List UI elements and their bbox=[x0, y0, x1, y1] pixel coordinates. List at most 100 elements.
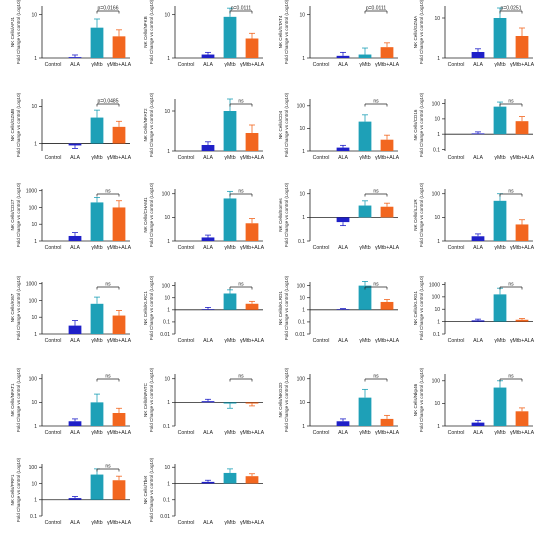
chart-panel: NK Cells/NFKBFold Change vs control (Log… bbox=[143, 0, 265, 68]
y-tick-label: 1 bbox=[34, 141, 37, 147]
y-axis-label: NK Cells/NKG2DFold Change vs control (Lo… bbox=[278, 367, 289, 432]
x-tick-label: Control bbox=[313, 245, 330, 251]
x-tick-label: γMtb bbox=[91, 245, 102, 251]
y-tick-label: 1 bbox=[167, 400, 170, 406]
y-tick-label: 10 bbox=[164, 109, 170, 115]
y-tick-label: 10 bbox=[164, 465, 170, 471]
y-tick-label: 1 bbox=[34, 56, 37, 62]
bar bbox=[336, 147, 350, 151]
bar bbox=[68, 325, 82, 334]
x-tick-label: γMtb+ALA bbox=[107, 338, 132, 344]
x-tick-label: ALA bbox=[473, 245, 483, 251]
bar bbox=[471, 236, 485, 241]
x-tick-label: γMtb+ALA bbox=[510, 430, 535, 436]
comparison-label: ns bbox=[373, 189, 379, 195]
x-tick-label: γMtb bbox=[91, 520, 102, 526]
y-tick-label: 100 bbox=[297, 283, 306, 289]
chart-panel: NK Cells/NKG2DFold Change vs control (Lo… bbox=[278, 367, 400, 436]
comparison-label: ns bbox=[238, 282, 244, 288]
y-axis-label-line: Fold Change vs control (Log10) bbox=[284, 92, 289, 157]
y-tick-label: 1 bbox=[437, 424, 440, 430]
y-axis-label-line: Fold Change vs control (Log10) bbox=[419, 275, 424, 340]
y-axis-label: NK Cells/NFAT1Fold Change vs control (Lo… bbox=[10, 367, 21, 432]
x-tick-label: ALA bbox=[338, 245, 348, 251]
bar bbox=[201, 401, 215, 403]
y-axis-label: NK Cells/NFKBFold Change vs control (Log… bbox=[143, 0, 154, 64]
y-axis-label-line: NK Cells/GZMA bbox=[413, 15, 418, 48]
y-axis-label-line: NK Cells/KLRD1 bbox=[278, 291, 283, 325]
y-tick-label: 10 bbox=[164, 377, 170, 383]
bar bbox=[201, 54, 215, 58]
y-tick-label: 100 bbox=[432, 295, 441, 301]
comparison-label: p=0.0485 bbox=[98, 99, 119, 105]
bar bbox=[380, 418, 394, 426]
y-tick-label: 10 bbox=[434, 401, 440, 407]
x-tick-label: Control bbox=[313, 338, 330, 344]
chart-panel: NK Cells/KLRG1Fold Change vs control (Lo… bbox=[413, 275, 535, 344]
bar bbox=[90, 202, 104, 241]
y-axis-label-line: Fold Change vs control (Log10) bbox=[419, 182, 424, 247]
bar bbox=[358, 54, 372, 58]
y-tick-label: 10 bbox=[434, 307, 440, 313]
bar bbox=[68, 235, 82, 241]
x-tick-label: ALA bbox=[473, 338, 483, 344]
chart-panel: NK Cells/KI67Fold Change vs control (Log… bbox=[10, 275, 132, 344]
bar bbox=[515, 121, 529, 135]
bar bbox=[380, 206, 394, 218]
y-axis-label-line: NK Cells/NFAT1 bbox=[10, 383, 15, 417]
y-axis-label-line: NK Cells/NFATC bbox=[143, 382, 148, 417]
y-axis-label-line: Fold Change vs control (Log10) bbox=[16, 367, 21, 432]
y-tick-label: 100 bbox=[162, 283, 171, 289]
bar bbox=[336, 55, 350, 58]
x-tick-label: ALA bbox=[70, 430, 80, 436]
x-tick-label: ALA bbox=[203, 338, 213, 344]
y-tick-label: 10 bbox=[31, 222, 37, 228]
y-tick-label: 10 bbox=[31, 400, 37, 406]
comparison-label: ns bbox=[373, 99, 379, 105]
comparison-label: ns bbox=[238, 189, 244, 195]
bar bbox=[493, 18, 507, 58]
bar bbox=[245, 476, 259, 484]
y-tick-label: 10 bbox=[299, 400, 305, 406]
x-tick-label: Control bbox=[178, 430, 195, 436]
x-tick-label: Control bbox=[313, 430, 330, 436]
y-axis-label-line: Fold Change vs control (Log10) bbox=[16, 92, 21, 157]
bar bbox=[112, 207, 126, 241]
bar bbox=[112, 413, 126, 426]
comparison-label: p=0.0166 bbox=[98, 6, 119, 12]
y-tick-label: 1 bbox=[302, 149, 305, 155]
y-axis-label-line: NK Cells/CD4 bbox=[278, 110, 283, 139]
x-tick-label: Control bbox=[45, 430, 62, 436]
y-tick-label: 100 bbox=[29, 465, 38, 471]
y-axis-label: NK Cells/CHAM1Fold Change vs control (Lo… bbox=[143, 182, 154, 247]
y-tick-label: 10 bbox=[434, 117, 440, 123]
y-tick-label: 1 bbox=[302, 424, 305, 430]
y-tick-label: 100 bbox=[432, 379, 441, 385]
y-axis-label-line: Fold Change vs control (Log10) bbox=[419, 92, 424, 157]
bar bbox=[471, 52, 485, 58]
x-tick-label: ALA bbox=[338, 62, 348, 68]
x-tick-label: γMtb+ALA bbox=[375, 430, 400, 436]
chart-panel: NK Cells/CD16Fold Change vs control (Log… bbox=[413, 92, 535, 161]
y-axis-label-line: NK Cells/APJ1 bbox=[10, 16, 15, 47]
y-axis-label: NK Cells/KLRD1Fold Change vs control (Lo… bbox=[278, 275, 289, 340]
x-tick-label: Control bbox=[45, 520, 62, 526]
comparison-label: ns bbox=[105, 189, 111, 195]
y-tick-label: 0.1 bbox=[298, 320, 305, 326]
bar bbox=[223, 293, 237, 310]
y-axis-label-line: Fold Change vs control (Log10) bbox=[284, 275, 289, 340]
x-tick-label: γMtb bbox=[91, 338, 102, 344]
x-tick-label: γMtb+ALA bbox=[240, 430, 265, 436]
comparison-label: ns bbox=[508, 99, 514, 105]
y-tick-label: 10 bbox=[31, 12, 37, 18]
comparison-label: ns bbox=[238, 374, 244, 380]
x-tick-label: γMtb+ALA bbox=[107, 520, 132, 526]
bar bbox=[471, 320, 485, 322]
x-tick-label: γMtb+ALA bbox=[107, 62, 132, 68]
chart-panel: NK Cells/KLRD1Fold Change vs control (Lo… bbox=[278, 275, 400, 344]
x-tick-label: ALA bbox=[203, 155, 213, 161]
bar bbox=[471, 422, 485, 426]
y-axis-label-line: Fold Change vs control (Log10) bbox=[149, 457, 154, 522]
y-tick-label: 0.1 bbox=[433, 332, 440, 338]
